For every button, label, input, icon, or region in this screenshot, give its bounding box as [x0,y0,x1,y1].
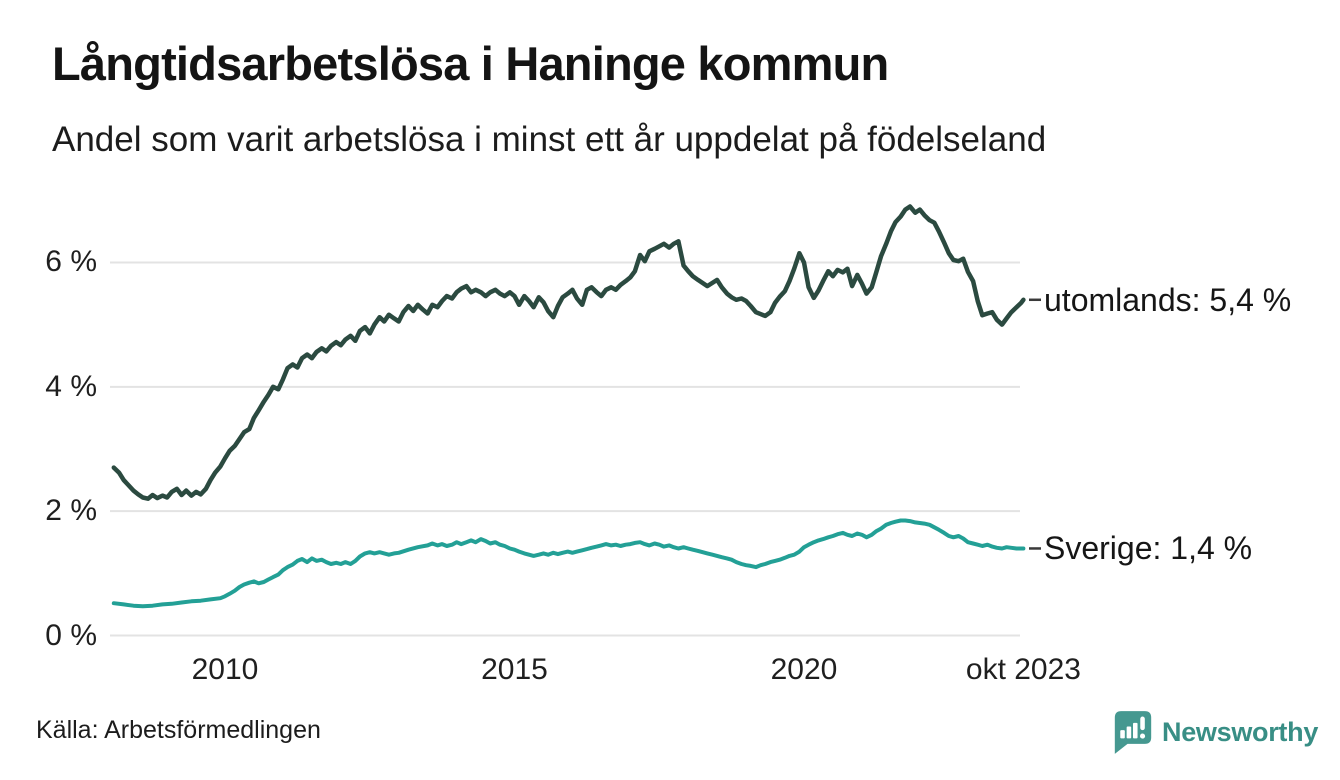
y-axis-tick-0: 0 % [45,618,97,652]
newsworthy-speech-bubble-bar-chart-icon [1114,711,1152,754]
y-axis-tick-6: 6 % [45,245,97,279]
source-note: Källa: Arbetsförmedlingen [36,716,321,744]
chart-title: Långtidsarbetslösa i Haninge kommun [52,37,889,90]
series-line-sverige [111,518,1026,609]
series-line-utomlands [111,204,1026,501]
newsworthy-wordmark: Newsworthy [1162,716,1319,747]
x-axis-tick-1: 2015 [481,653,548,686]
x-axis-tick-0: 2010 [191,653,259,686]
newsworthy-logo: Newsworthy [1113,706,1318,758]
y-axis-tick-2: 2 % [45,494,97,528]
x-axis-tick-2: 2020 [770,653,838,686]
series-end-label-utomlands: utomlands: 5,4 % [1044,281,1292,318]
chart-subtitle: Andel som varit arbetslösa i minst ett å… [52,120,1047,159]
x-axis-tick-3: okt 2023 [965,653,1081,686]
series-end-label-sverige: Sverige: 1,4 % [1044,530,1253,567]
y-axis-tick-4: 4 % [45,369,97,403]
